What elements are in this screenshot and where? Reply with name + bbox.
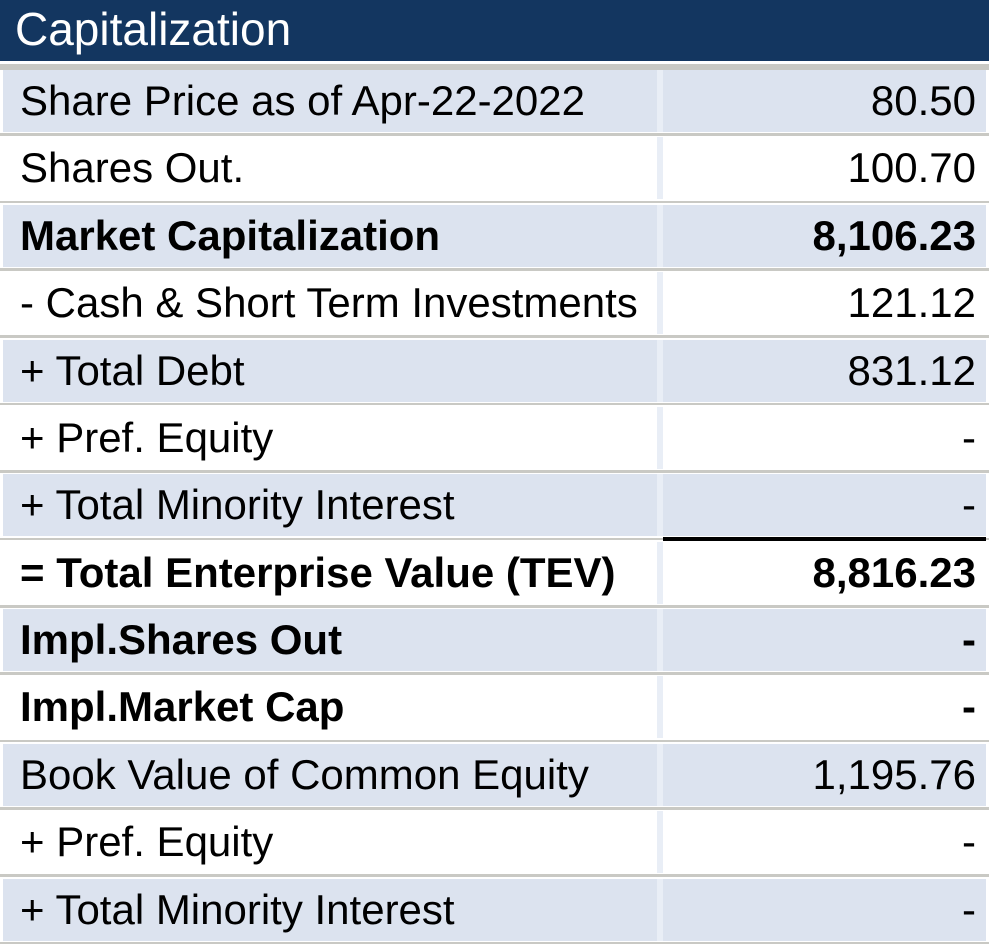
row-value: 121.12 [847, 279, 976, 327]
column-divider [657, 811, 663, 874]
row-value: 1,195.76 [812, 750, 977, 798]
header-title: Capitalization [15, 3, 292, 55]
table-row: = Total Enterprise Value (TEV) 8,816.23 [0, 536, 989, 608]
column-divider [657, 743, 663, 806]
table-row: + Pref. Equity - [0, 811, 989, 878]
table-row: Book Value of Common Equity 1,195.76 [0, 743, 989, 810]
column-divider [657, 406, 663, 469]
table-row: + Total Minority Interest - [0, 474, 989, 541]
row-value: 831.12 [847, 346, 976, 394]
row-label: - Cash & Short Term Investments [20, 279, 638, 327]
row-value: - [962, 481, 976, 529]
column-divider [657, 474, 663, 537]
table-row: Impl.Market Cap - [0, 676, 989, 743]
row-value: 80.50 [870, 77, 976, 124]
row-value: - [962, 616, 976, 663]
column-divider [657, 676, 663, 739]
table-row: Shares Out. 100.70 [0, 137, 989, 204]
column-divider [657, 70, 663, 132]
row-label: Market Capitalization [20, 211, 441, 259]
row-label: + Total Debt [20, 346, 245, 394]
row-label: Impl.Shares Out [20, 616, 343, 663]
row-label: + Pref. Equity [20, 413, 274, 461]
row-value: - [962, 818, 976, 866]
row-value: 100.70 [847, 144, 976, 192]
capitalization-header: Capitalization [0, 0, 989, 61]
row-value: - [962, 413, 976, 461]
column-divider [657, 609, 663, 671]
row-label: = Total Enterprise Value (TEV) [20, 548, 616, 596]
table-row: Share Price as of Apr-22-2022 80.50 [0, 70, 989, 136]
row-value: - [962, 683, 976, 731]
row-label: Book Value of Common Equity [20, 750, 589, 798]
column-divider [657, 878, 663, 941]
table-row: - Cash & Short Term Investments 121.12 [0, 272, 989, 339]
row-value: - [962, 885, 976, 933]
row-label: + Total Minority Interest [20, 481, 455, 529]
header-separator [0, 61, 989, 70]
row-label: Shares Out. [20, 144, 245, 192]
column-divider [657, 204, 663, 267]
table-rows: Share Price as of Apr-22-2022 80.50 Shar… [0, 70, 989, 945]
row-label: Share Price as of Apr-22-2022 [20, 77, 585, 124]
table-row: + Pref. Equity - [0, 406, 989, 473]
column-divider [657, 137, 663, 200]
column-divider [657, 339, 663, 402]
column-divider [657, 272, 663, 335]
row-value: 8,816.23 [663, 536, 986, 604]
row-label: + Total Minority Interest [20, 885, 455, 933]
table-row: Market Capitalization 8,106.23 [0, 204, 989, 271]
table-row: Impl.Shares Out - [0, 609, 989, 675]
row-label: + Pref. Equity [20, 818, 274, 866]
table-row: + Total Minority Interest - [0, 878, 989, 945]
row-value: 8,106.23 [812, 211, 977, 259]
column-divider [657, 541, 663, 604]
table-row: + Total Debt 831.12 [0, 339, 989, 406]
row-label: Impl.Market Cap [20, 683, 345, 731]
